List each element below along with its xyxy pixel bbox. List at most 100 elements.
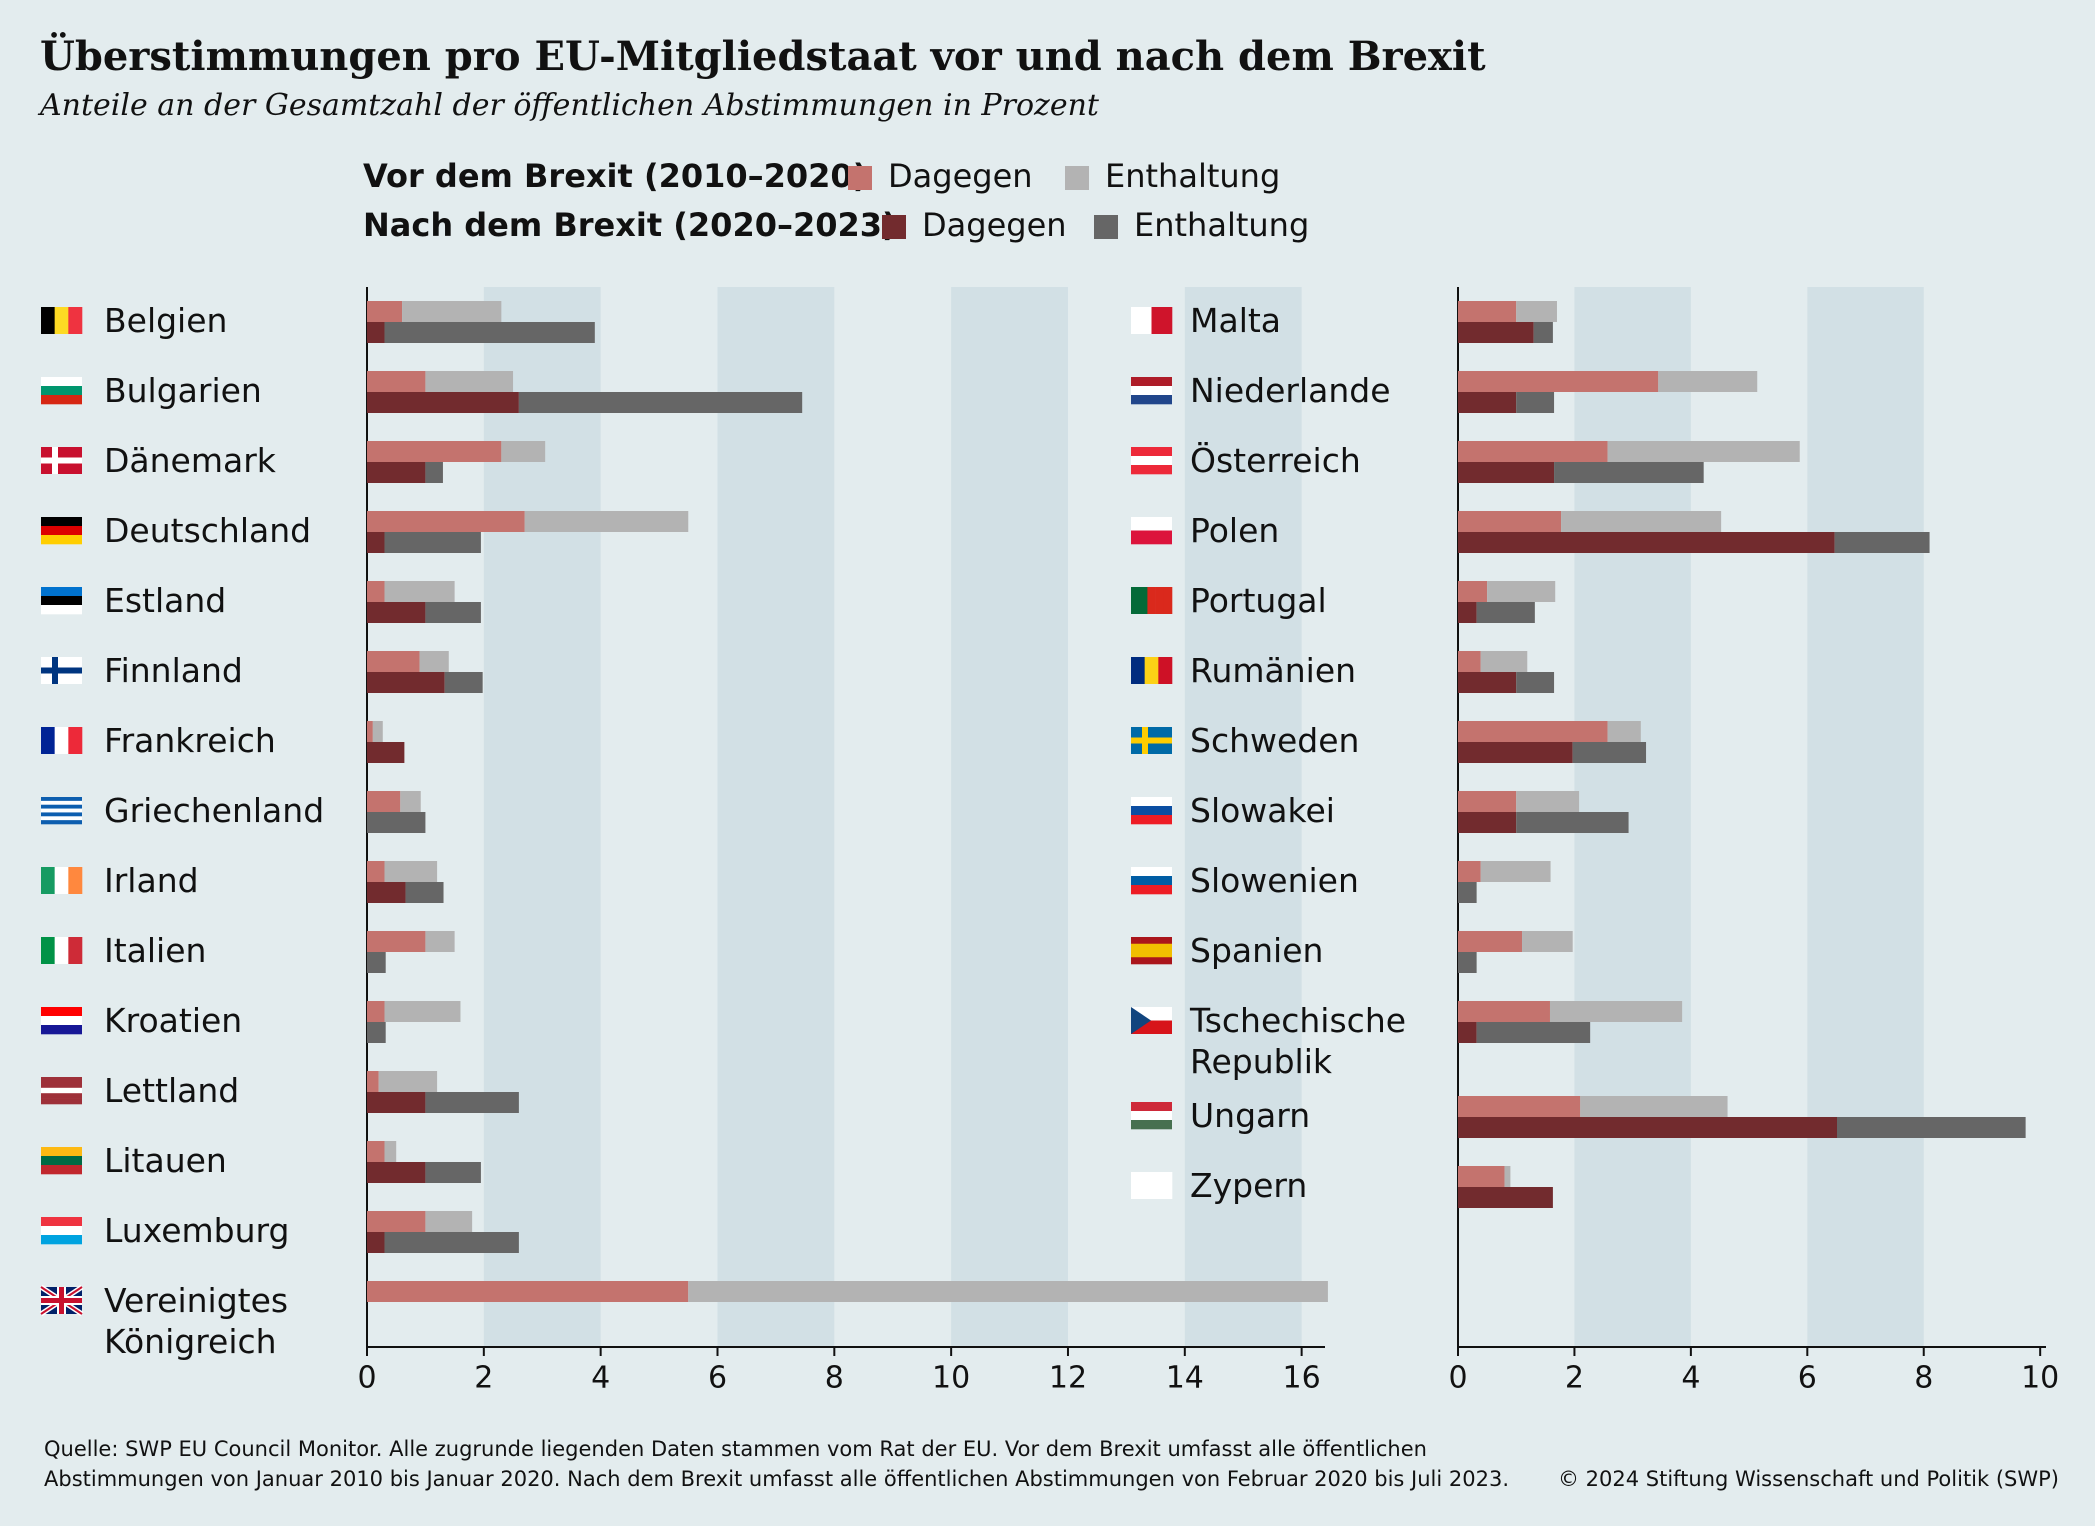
flag-stripe [1131,1111,1172,1121]
bar [1458,861,1481,882]
flag-stripe [1131,806,1172,816]
flag [1131,727,1172,754]
category-label: Lettland [104,1071,239,1110]
bar [384,861,438,882]
x-tick-label: 16 [1283,1361,1321,1396]
flag-stripe [1131,815,1172,825]
flag-stripe [41,307,55,334]
x-tick-label: 10 [2021,1361,2059,1396]
flag-stripe [41,605,82,615]
bar [1480,861,1551,882]
bar [1458,882,1477,903]
legend-label: Dagegen [888,157,1033,195]
flag-stripe [41,937,55,964]
bar [367,1162,426,1183]
band [1184,287,1302,1347]
flag-stripe [1131,957,1172,965]
flag [1131,587,1173,614]
legend-swatch [1065,166,1089,190]
flag-cross [41,667,82,674]
category-label: Bulgarien [104,371,262,410]
bar [367,651,420,672]
bar [367,791,401,812]
bar [1458,301,1517,322]
legend-label: Dagegen [922,206,1067,244]
category-label: Deutschland [104,511,311,550]
bar [1458,581,1488,602]
flag [41,1147,82,1175]
flag-stripe [41,1217,82,1227]
category-label: Niederlande [1190,371,1391,410]
bar [378,1071,438,1092]
category-label: Zypern [1190,1166,1307,1205]
x-tick-label: 6 [1798,1361,1817,1396]
bar [1458,532,1835,553]
flag-stripe [41,1235,82,1245]
category-label: Litauen [104,1141,227,1180]
flag [1131,1172,1173,1199]
flag [1131,377,1172,405]
flag [1131,1102,1172,1130]
bar [367,462,426,483]
flag-stripe [41,808,82,813]
flag [41,1077,82,1105]
bar [425,1211,473,1232]
flag-stripe [1131,1120,1172,1130]
legend-swatch [882,215,906,239]
category-label: Ungarn [1190,1096,1310,1135]
flag [1131,307,1173,334]
bar [419,651,449,672]
bar [425,931,455,952]
category-label: Slowakei [1190,791,1335,830]
flag [1131,517,1172,545]
flag-stripe [41,812,82,817]
band [1807,287,1924,1347]
bar [367,371,426,392]
flag [41,587,82,615]
flag-cross [41,1298,82,1303]
flag-stripe [54,937,69,964]
bar [1516,812,1629,833]
x-tick-label: 2 [1565,1361,1584,1396]
category-label: Dänemark [104,441,277,480]
flag-stripe [41,587,82,597]
flag-stripe [1131,797,1172,807]
bar [367,882,406,903]
copyright: © 2024 Stiftung Wissenschaft und Politik… [1558,1467,2059,1491]
bar [1476,602,1535,623]
category-label: Irland [104,861,199,900]
flag-stripe [1131,950,1172,958]
bar [367,861,385,882]
category-label: Luxemburg [104,1211,289,1250]
bar [1458,791,1517,812]
bar [367,931,426,952]
flag [41,937,83,964]
bar [1480,651,1528,672]
bar [367,511,525,532]
flag-stripe [1131,1102,1172,1112]
bar [400,791,421,812]
flag [41,307,83,334]
source-note: Quelle: SWP EU Council Monitor. Alle zug… [44,1437,1427,1461]
flag-stripe [1151,307,1173,334]
bar [372,721,383,742]
bar [367,441,502,462]
flag-stripe [41,535,82,545]
bar [1458,1187,1553,1208]
bar [1458,1166,1505,1187]
flag-stripe [41,395,82,405]
bar [367,1141,385,1162]
flag [1131,937,1172,965]
bar [1836,1117,2026,1138]
x-tick-label: 2 [474,1361,493,1396]
category-label: Slowenien [1190,861,1359,900]
bar [1554,462,1704,483]
bar [367,1281,689,1302]
flag [41,377,82,405]
bar [367,952,386,973]
flag-stripe [54,727,69,754]
x-tick-label: 12 [1049,1361,1087,1396]
flag-stripe [41,1226,82,1236]
flag-stripe [68,307,83,334]
